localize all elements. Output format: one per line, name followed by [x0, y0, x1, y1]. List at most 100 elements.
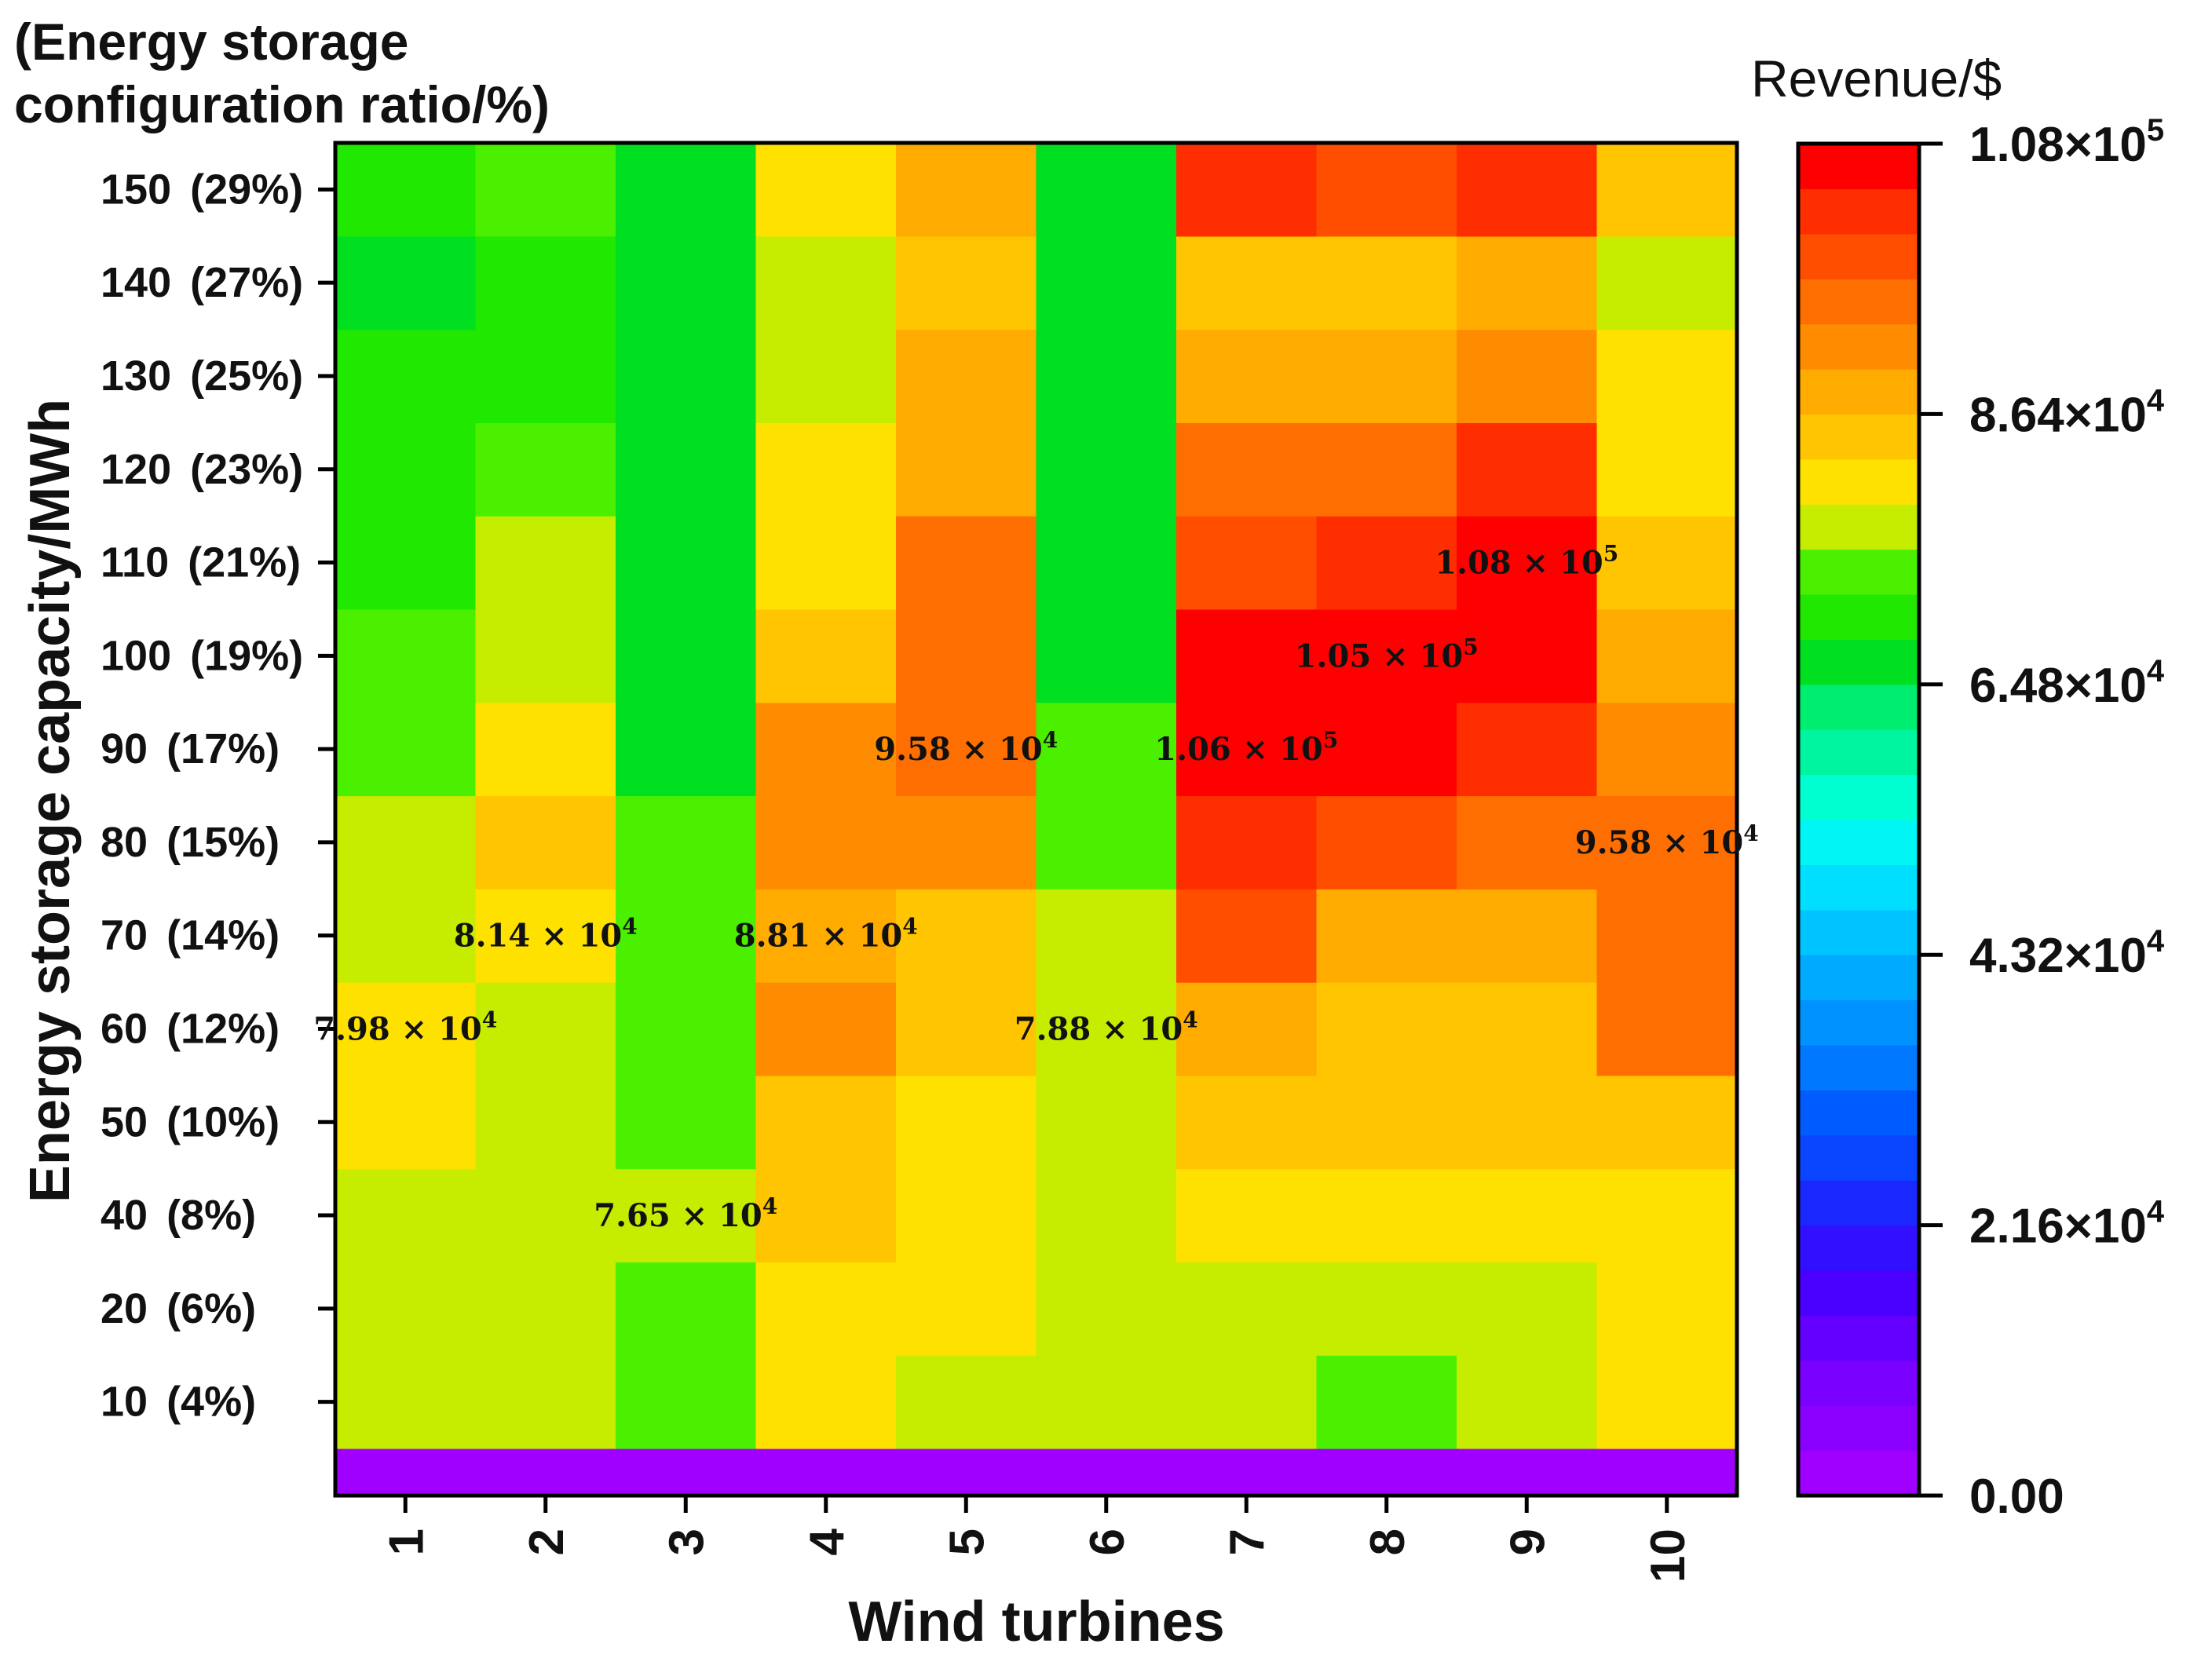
colorbar-band	[1798, 1180, 1919, 1226]
colorbar-tick-label: 8.64×104	[1969, 383, 2165, 442]
heatmap-cell	[475, 1168, 616, 1263]
annotation-exponent: 4	[902, 914, 917, 940]
heatmap-cell	[335, 889, 477, 983]
heatmap-cell	[335, 516, 477, 610]
colorbar-tick-label: 2.16×104	[1969, 1195, 2165, 1254]
heatmap-cell	[755, 608, 897, 703]
heatmap-cell	[1316, 143, 1457, 237]
colorbar: 0.002.16×1044.32×1046.48×1048.64×1041.08…	[1796, 113, 2165, 1524]
colorbar-tick-mantissa: 6.48×10	[1969, 659, 2147, 713]
heatmap-cell	[1036, 1448, 1177, 1496]
heatmap-cell	[1176, 1168, 1318, 1263]
annotation-mantissa: 9.58 × 10	[1575, 824, 1743, 861]
heatmap-cell	[1596, 422, 1738, 517]
heatmap-cell	[1457, 1355, 1598, 1449]
heatmap-cell	[1316, 1262, 1457, 1356]
heatmap-cell	[896, 702, 1037, 797]
cell-annotation: 7.65 × 104	[594, 1193, 777, 1234]
heatmap-cell	[896, 608, 1037, 703]
annotation-exponent: 5	[1463, 634, 1478, 659]
heatmap-cell	[1316, 329, 1457, 423]
y-tick-capacity: 150	[101, 166, 171, 213]
colorbar-band	[1798, 594, 1919, 640]
heatmap-cell	[475, 1355, 616, 1449]
x-tick-label: 7	[1220, 1529, 1274, 1555]
colorbar-band	[1798, 549, 1919, 595]
heatmap-cell	[1176, 795, 1318, 889]
heatmap-cell	[1457, 702, 1598, 797]
heatmap-cell	[1316, 795, 1457, 889]
colorbar-band	[1798, 458, 1919, 505]
y-tick-ratio: (6%)	[166, 1285, 256, 1332]
colorbar-band	[1798, 729, 1919, 776]
colorbar-tick-exponent: 4	[2147, 383, 2165, 418]
colorbar-tick-label: 1.08×105	[1969, 113, 2164, 172]
heatmap-cell	[1036, 982, 1177, 1076]
colorbar-band	[1798, 1405, 1919, 1452]
colorbar-tick-exponent: 4	[2147, 1195, 2165, 1229]
chart-title-line-2: configuration ratio/%)	[14, 75, 550, 133]
heatmap-cell	[1596, 1355, 1738, 1449]
colorbar-band	[1798, 504, 1919, 550]
colorbar-band	[1798, 774, 1919, 820]
heatmap-cell	[1596, 1448, 1738, 1496]
heatmap-cell	[616, 1355, 757, 1449]
heatmap-cell	[755, 1448, 897, 1496]
heatmap-cell	[1176, 422, 1318, 517]
heatmap-cell	[1596, 1262, 1738, 1356]
y-tick-ratio: (12%)	[166, 1005, 280, 1052]
heatmap-cell	[475, 1262, 616, 1356]
plot-frame	[333, 141, 1739, 1498]
heatmap-cell	[896, 982, 1037, 1076]
heatmap-cell	[335, 1262, 477, 1356]
heatmap-cell	[755, 702, 897, 797]
heatmap-cell	[755, 1262, 897, 1356]
y-tick-capacity: 20	[101, 1285, 148, 1332]
heatmap-cells	[335, 143, 1738, 1496]
heatmap-cell	[1316, 236, 1457, 331]
y-tick-capacity: 120	[101, 446, 171, 493]
y-tick-label: 110 (21%)	[101, 539, 301, 586]
heatmap-cell	[1596, 608, 1738, 703]
cell-annotation: 8.81 × 104	[734, 914, 918, 955]
heatmap-cell	[1316, 1168, 1457, 1263]
y-tick-capacity: 100	[101, 632, 171, 679]
heatmap-cell	[616, 1075, 757, 1170]
y-tick-label: 130 (25%)	[101, 352, 303, 400]
heatmap-cell	[1036, 1355, 1177, 1449]
x-tick-label: 4	[800, 1528, 854, 1555]
x-tick-label: 3	[660, 1529, 714, 1555]
heatmap-cell	[1176, 982, 1318, 1076]
heatmap-cell	[1176, 1262, 1318, 1356]
colorbar-band	[1798, 1090, 1919, 1136]
heatmap-cell	[1176, 516, 1318, 610]
heatmap-cell	[1596, 795, 1738, 889]
heatmap-cell	[335, 608, 477, 703]
annotation-mantissa: 1.05 × 10	[1295, 637, 1463, 674]
heatmap-cell	[896, 1168, 1037, 1263]
annotation-exponent: 4	[482, 1006, 497, 1032]
heatmap-cell	[335, 982, 477, 1076]
y-axis-label: Energy storage capacity/MWh	[19, 399, 82, 1203]
y-tick-label: 150 (29%)	[101, 166, 303, 213]
annotation-mantissa: 1.06 × 10	[1154, 731, 1322, 768]
heatmap-cell	[1316, 608, 1457, 703]
y-tick-capacity: 110	[101, 539, 169, 586]
heatmap-cell	[755, 143, 897, 237]
heatmap-cell	[1316, 516, 1457, 610]
heatmap-cell	[1457, 1262, 1598, 1356]
y-tick-capacity: 10	[101, 1379, 148, 1426]
colorbar-band	[1798, 955, 1919, 1001]
y-tick-ratio: (17%)	[166, 725, 280, 773]
y-tick-label: 120 (23%)	[101, 446, 303, 493]
heatmap-cell	[1457, 889, 1598, 983]
x-tick-label: 6	[1080, 1529, 1135, 1555]
heatmap-cell	[1457, 516, 1598, 610]
heatmap-cell	[1036, 608, 1177, 703]
heatmap-cell	[616, 702, 757, 797]
heatmap-cell	[1036, 1168, 1177, 1263]
heatmap-cell	[1316, 422, 1457, 517]
heatmap-cell	[1176, 702, 1318, 797]
y-tick-ratio: (15%)	[166, 819, 280, 866]
heatmap-cell	[475, 422, 616, 517]
